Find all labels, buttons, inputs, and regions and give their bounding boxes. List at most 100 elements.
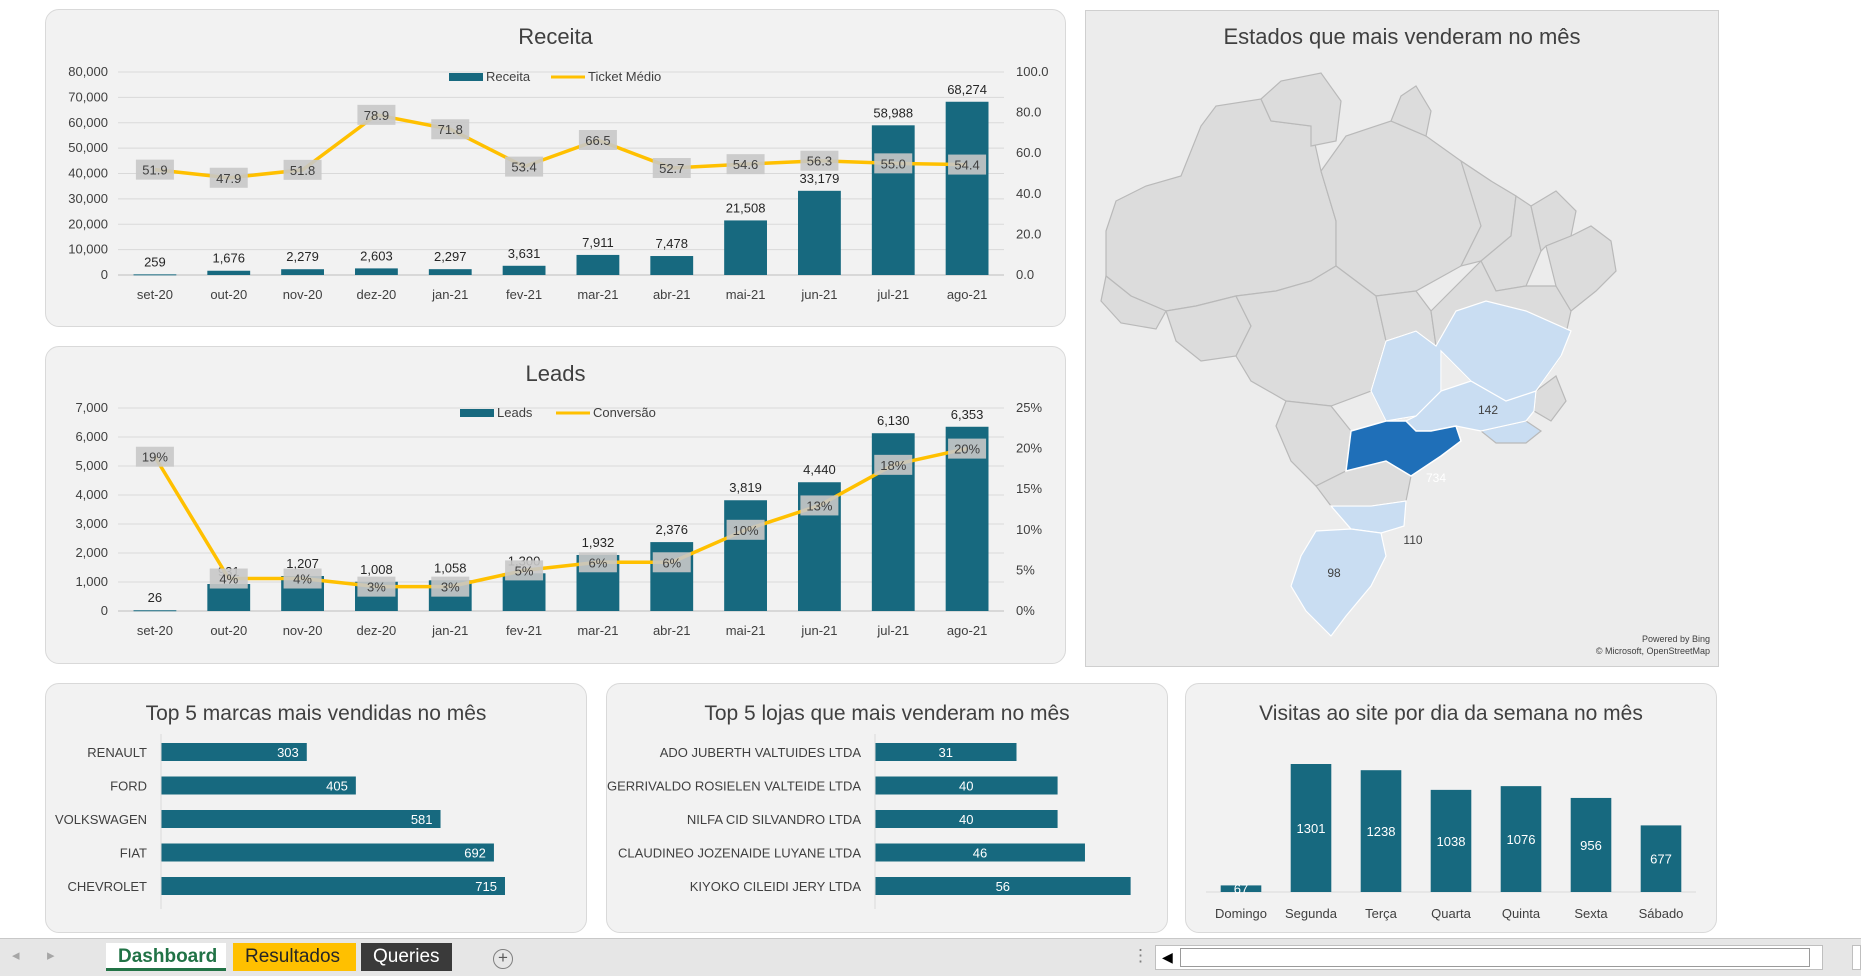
tab-queries[interactable]: Queries (361, 943, 452, 971)
receita-bar-value-label: 7,478 (655, 236, 688, 251)
state-rio-grande-do-sul (1290, 528, 1387, 637)
state-sao-paulo[interactable] (1345, 420, 1462, 477)
leads-bar (724, 500, 767, 611)
receita-y-tick: 70,000 (68, 89, 108, 104)
sheet-nav-prev-icon[interactable]: ◂ (12, 947, 20, 964)
receita-x-tick: jul-21 (876, 287, 909, 302)
visitas-x-tick: Quinta (1502, 906, 1541, 921)
leads-y-tick: 3,000 (75, 516, 108, 531)
receita-line-value-label: 55.0 (881, 156, 906, 171)
lojas-category-label: NILFA CID SILVANDRO LTDA (687, 812, 861, 827)
leads-y2-tick: 0% (1016, 603, 1035, 618)
visitas-bar-value-label: 1076 (1507, 832, 1536, 847)
map-label-sao-paulo: 734 (1426, 471, 1446, 485)
receita-bar (724, 220, 767, 275)
receita-bar (871, 125, 915, 275)
lojas-category-label: KIYOKO CILEIDI JERY LTDA (690, 879, 862, 894)
map-credit-bing: Powered by Bing (1642, 634, 1710, 644)
visitas-bar (1500, 786, 1542, 892)
receita-y-tick: 50,000 (68, 140, 108, 155)
marcas-category-label: RENAULT (87, 745, 147, 760)
leads-line-value-label: 6% (589, 555, 608, 570)
receita-bar-value-label: 7,911 (582, 235, 614, 250)
leads-line-label-bg (652, 552, 691, 573)
marcas-bar (161, 776, 356, 795)
leads-y-tick: 6,000 (75, 429, 108, 444)
receita-y2-tick: 0.0 (1016, 267, 1034, 282)
receita-bar-value-label: 68,274 (947, 82, 987, 97)
marcas-bar (161, 877, 505, 895)
lojas-bar-value-label: 40 (959, 779, 973, 794)
leads-x-tick: fev-21 (506, 623, 542, 638)
lojas-bar-value-label: 56 (996, 879, 1010, 894)
brazil-map[interactable]: 142 734 110 98 Powered by Bing © Microso… (1086, 11, 1718, 666)
splitter-handle-icon[interactable]: ⋮ (1132, 946, 1149, 965)
visitas-chart-panel[interactable]: Visitas ao site por dia da semana no mês… (1185, 683, 1717, 933)
lojas-chart-panel[interactable]: Top 5 lojas que mais venderam no mês ADO… (606, 683, 1168, 933)
tab-resultados[interactable]: Resultados (233, 943, 356, 971)
leads-line-series (153, 446, 968, 589)
receita-x-tick: jan-21 (431, 287, 468, 302)
map-credit-osm: © Microsoft, OpenStreetMap (1596, 646, 1710, 656)
receita-bar (576, 254, 620, 275)
leads-bar-value-label: 26 (148, 590, 162, 605)
receita-line-label-bg (652, 158, 691, 179)
receita-bar-value-label: 2,297 (434, 249, 467, 264)
leads-chart-panel[interactable]: Leads 7,000 6,000 5,000 4,000 3,000 2,000 1,00… (45, 346, 1066, 664)
receita-chart-panel[interactable]: Receita 80,000 70,000 60,000 50,000 40,000 30… (45, 9, 1066, 327)
leads-line-label-bg (431, 576, 470, 597)
receita-y-tick: 80,000 (68, 64, 108, 79)
leads-x-tick: out-20 (210, 623, 247, 638)
leads-chart: 7,000 6,000 5,000 4,000 3,000 2,000 1,000 0 25% 2… (75, 400, 1042, 638)
leads-bar (133, 610, 177, 612)
marcas-chart-panel[interactable]: Top 5 marcas mais vendidas no mês RENAUL… (45, 683, 587, 933)
leads-bar-value-label: 3,819 (729, 480, 762, 495)
receita-bar (798, 190, 841, 275)
receita-chart: 80,000 70,000 60,000 50,000 40,000 30,000 20,0… (68, 64, 1048, 302)
leads-bar-value-label: 6,130 (877, 413, 910, 428)
marcas-bar-value-label: 581 (411, 812, 433, 827)
leads-line-label-bg (800, 495, 839, 516)
lojas-bar (875, 810, 1058, 828)
receita-line-value-label: 56.3 (807, 154, 832, 169)
receita-bar-value-label: 1,676 (212, 251, 245, 266)
marcas-chart-title: Top 5 marcas mais vendidas no mês (145, 702, 487, 725)
receita-legend-bar-label: Receita (486, 69, 531, 84)
visitas-bar-value-label: 67 (1234, 882, 1248, 897)
map-title: Estados que mais venderam no mês (1223, 24, 1581, 49)
visitas-bar (1220, 885, 1262, 892)
tab-dashboard[interactable]: Dashboard (106, 943, 226, 971)
receita-x-tick: nov-20 (283, 287, 323, 302)
horizontal-scrollbar[interactable]: ◀ (1155, 945, 1823, 970)
receita-x-tick: mai-21 (726, 287, 766, 302)
marcas-bar (161, 743, 307, 761)
receita-bar-value-label: 33,179 (800, 171, 840, 186)
scrollbar-thumb[interactable] (1180, 948, 1810, 967)
lojas-bar-value-label: 46 (973, 846, 987, 861)
receita-line-value-label: 78.9 (364, 108, 389, 123)
state-para (1320, 120, 1492, 297)
plus-icon: + (498, 948, 508, 967)
map-panel[interactable]: Estados que mais venderam no mês (1085, 10, 1719, 667)
receita-bar-value-label: 21,508 (726, 200, 766, 215)
receita-bar (502, 265, 546, 275)
leads-line-value-label: 20% (954, 442, 980, 457)
scroll-left-arrow-icon[interactable]: ◀ (1162, 949, 1173, 965)
scrollbar-corner (1852, 945, 1861, 970)
sheet-nav-next-icon[interactable]: ▸ (47, 947, 55, 964)
leads-line-value-label: 10% (733, 523, 759, 538)
add-sheet-button[interactable]: + (493, 949, 513, 969)
leads-line-label-bg (874, 454, 913, 475)
leads-bar-value-label: 1,932 (582, 535, 615, 550)
lojas-category-label: ADO JUBERTH VALTUIDES LTDA (660, 745, 862, 760)
receita-bar-value-label: 259 (144, 254, 166, 269)
receita-line-label-bg (135, 159, 174, 180)
receita-x-tick: fev-21 (506, 287, 542, 302)
leads-line-label-bg (505, 560, 544, 581)
visitas-x-tick: Sábado (1639, 906, 1684, 921)
leads-bar-value-label: 2,376 (655, 522, 688, 537)
leads-y2-tick: 20% (1016, 441, 1042, 456)
receita-line-label-bg (283, 159, 322, 180)
receita-y2-tick: 80.0 (1016, 105, 1041, 120)
leads-bar-value-label: 1,058 (434, 560, 467, 575)
